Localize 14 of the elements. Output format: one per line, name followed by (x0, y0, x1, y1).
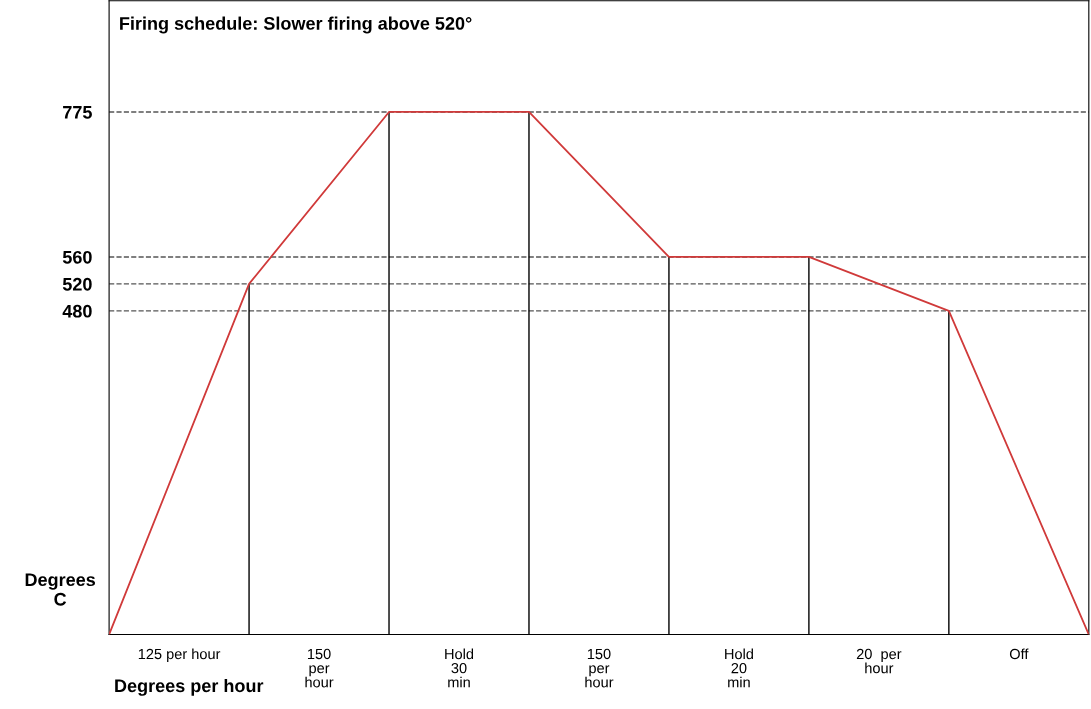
text: 125 per hour (138, 648, 221, 663)
text: Firing schedule: Slower firing above 520° (120, 16, 472, 34)
text: Hold 30 min (445, 648, 474, 688)
y-tick-label: 775 (63, 106, 92, 119)
text: Off (1009, 648, 1029, 660)
text: Hold 20 min (725, 648, 753, 688)
text: 150 per hour (585, 648, 614, 688)
text: 20 per hour (856, 648, 902, 674)
x-axis-title: Degrees per hour (115, 678, 264, 696)
text: 150 per hour (305, 648, 334, 688)
y-axis-title: Degrees C (25, 573, 96, 606)
y-tick-label: 520 (62, 277, 92, 291)
y-tick-label: 560 (62, 250, 92, 264)
y-tick-label: 480 (62, 304, 92, 318)
